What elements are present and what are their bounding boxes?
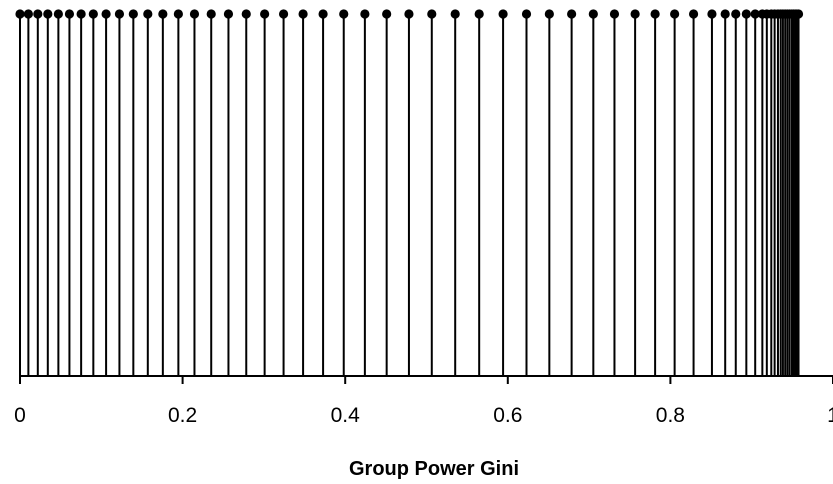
data-point [450,9,460,19]
data-point [650,9,660,19]
data-point [339,9,349,19]
data-point [33,9,43,19]
data-point [128,9,138,19]
data-point [64,9,75,19]
data-point [143,9,153,19]
data-point [260,9,270,19]
data-point [223,9,234,19]
data-point [521,9,532,19]
data-point [404,9,414,19]
data-point [101,9,111,19]
data-point [741,9,751,19]
data-point [43,9,53,19]
data-point [567,9,577,19]
data-point [544,9,554,19]
data-point [15,9,25,19]
data-point [241,9,251,19]
x-tick-label: 0.2 [168,404,197,427]
data-point [298,9,308,19]
data-point [88,9,98,19]
data-point [76,9,86,19]
x-tick-label: 0 [14,404,26,427]
data-point [609,9,620,19]
data-point [189,9,200,19]
data-point [630,9,640,19]
data-point [382,9,392,19]
data-point [278,9,289,19]
data-point [474,9,484,19]
data-point [707,9,717,19]
data-point [206,9,216,19]
x-tick-label: 0.6 [493,404,522,427]
data-point [23,9,33,19]
x-axis: 0 0.2 0.4 0.6 0.8 1 [14,375,833,427]
data-point [360,9,370,19]
markers-layer [15,9,804,19]
x-tick-label: 1 [827,404,833,427]
data-point [670,9,680,19]
data-point [53,9,63,19]
data-point [720,9,730,19]
data-point [750,9,760,19]
data-point [588,9,598,19]
data-point [793,9,804,19]
data-point [427,9,437,19]
stems-layer [19,14,800,376]
data-point [688,9,699,19]
data-point [114,9,125,19]
data-point [158,9,168,19]
x-tick-label: 0.4 [331,404,361,427]
x-axis-title: Group Power Gini [349,458,519,480]
data-point [498,9,508,19]
data-point [731,9,741,19]
data-point [318,9,328,19]
data-point [173,9,183,19]
x-tick-label: 0.8 [656,404,685,427]
